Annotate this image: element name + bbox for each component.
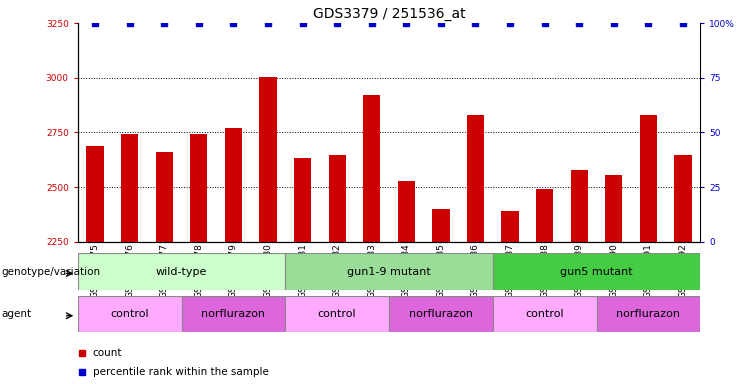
Bar — [389, 296, 493, 332]
Bar — [639, 115, 657, 242]
Title: GDS3379 / 251536_at: GDS3379 / 251536_at — [313, 7, 465, 21]
Bar — [536, 189, 554, 242]
Bar — [182, 296, 285, 332]
Bar — [190, 134, 207, 242]
Bar — [605, 175, 622, 242]
Text: percentile rank within the sample: percentile rank within the sample — [93, 367, 269, 377]
Bar — [432, 209, 450, 242]
Bar — [363, 95, 380, 242]
Bar — [285, 296, 389, 332]
Bar — [398, 180, 415, 242]
Bar — [78, 296, 182, 332]
Text: norflurazon: norflurazon — [202, 309, 265, 319]
Bar — [328, 156, 346, 242]
Bar — [493, 296, 597, 332]
Bar — [493, 253, 700, 290]
Text: gun5 mutant: gun5 mutant — [560, 266, 633, 277]
Bar — [78, 242, 700, 286]
Bar — [156, 152, 173, 242]
Text: control: control — [318, 309, 356, 319]
Bar — [674, 156, 691, 242]
Text: control: control — [525, 309, 564, 319]
Text: norflurazon: norflurazon — [409, 309, 473, 319]
Bar — [597, 296, 700, 332]
Text: genotype/variation: genotype/variation — [1, 266, 101, 277]
Bar — [225, 128, 242, 242]
Text: control: control — [110, 309, 149, 319]
Bar — [87, 146, 104, 242]
Text: count: count — [93, 348, 122, 358]
Bar — [78, 253, 285, 290]
Bar — [571, 170, 588, 242]
Text: norflurazon: norflurazon — [617, 309, 680, 319]
Bar — [294, 158, 311, 242]
Text: wild-type: wild-type — [156, 266, 207, 277]
Text: gun1-9 mutant: gun1-9 mutant — [347, 266, 431, 277]
Bar — [121, 134, 139, 242]
Bar — [467, 115, 484, 242]
Bar — [259, 77, 276, 242]
Bar — [285, 253, 493, 290]
Bar — [502, 211, 519, 242]
Text: agent: agent — [1, 309, 32, 319]
